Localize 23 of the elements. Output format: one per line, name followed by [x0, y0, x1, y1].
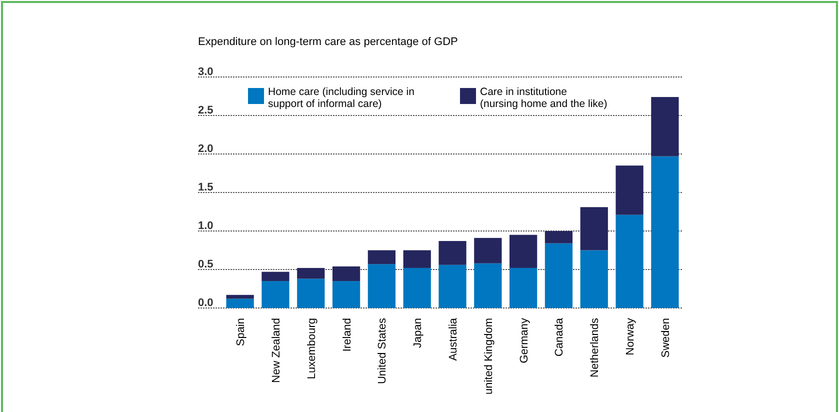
y-tick-label: 1.0 [198, 220, 214, 232]
y-tick-label: 2.5 [198, 104, 214, 116]
x-tick-label: Netherlands [589, 318, 602, 378]
x-tick-label: Canada [554, 317, 566, 357]
x-tick-label: New Zealand [270, 318, 282, 383]
x-tick-label: Norway [624, 318, 637, 356]
x-tick-label: Sweden [660, 318, 672, 358]
x-tick-label: Spain [235, 318, 248, 346]
x-tick-label: Ireland [341, 318, 354, 352]
x-tick-label: United States [376, 318, 389, 384]
x-tick-label: Luxembourg [306, 318, 318, 380]
x-tick-label: Germany [518, 318, 530, 364]
y-tick-label: 1.5 [198, 182, 214, 194]
legend-label: Home care (including service in support of informal care) [268, 86, 415, 110]
y-tick-label: 3.0 [198, 66, 214, 78]
x-tick-label: Australia [448, 317, 460, 361]
x-tick-label: Japan [412, 318, 424, 348]
y-tick-label: 0.0 [198, 297, 214, 309]
chart-title: Expenditure on long-term care as percentage of GDP [198, 36, 458, 48]
legend-label: Care in institutione (nursing home and the like) [480, 86, 608, 110]
y-tick-label: 0.5 [198, 258, 214, 270]
x-tick-label: united Kingdom [482, 318, 495, 394]
y-tick-label: 2.0 [198, 143, 214, 155]
